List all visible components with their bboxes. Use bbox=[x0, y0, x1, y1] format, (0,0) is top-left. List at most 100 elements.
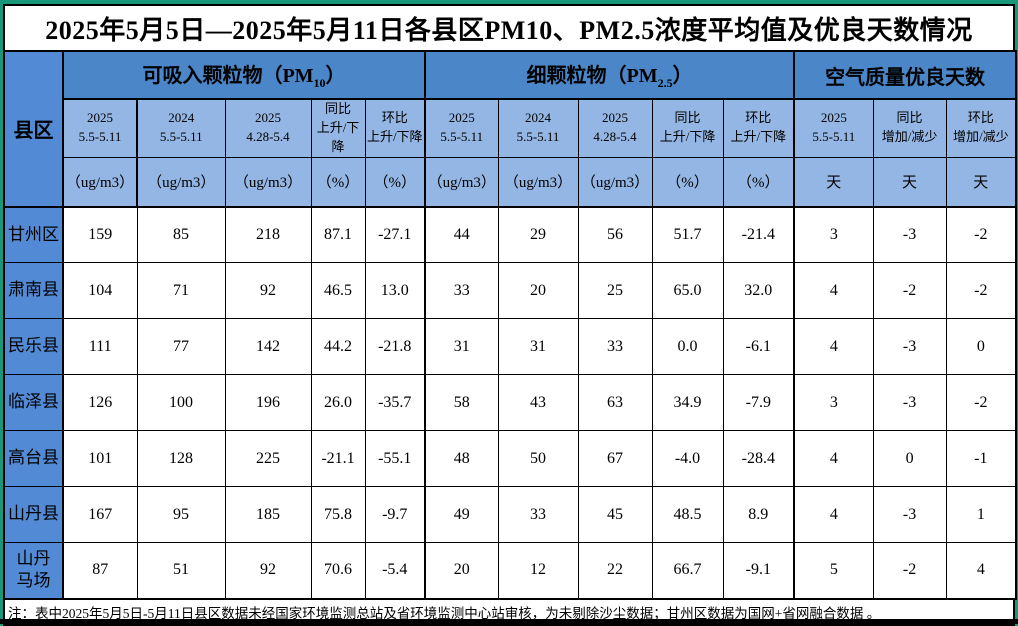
col-header: 2025 4.28-5.4 bbox=[224, 98, 312, 158]
cell: 71 bbox=[136, 262, 226, 320]
group-header-pm10: 可吸入颗粒物（PM10） bbox=[61, 50, 427, 100]
table-row-gaotai: 高台县 101 128 225 -21.1 -55.1 48 50 67 -4.… bbox=[3, 430, 1017, 488]
unit-cell: （ug/m3） bbox=[424, 156, 499, 208]
table-row-shandan-machang: 山丹 马场 87 51 92 70.6 -5.4 20 12 22 66.7 -… bbox=[3, 542, 1017, 600]
county-name: 肃南县 bbox=[3, 262, 64, 320]
table-row-linze: 临泽县 126 100 196 26.0 -35.7 58 43 63 34.9… bbox=[3, 374, 1017, 432]
cell: -55.1 bbox=[364, 430, 426, 488]
cell: 31 bbox=[497, 318, 579, 376]
pm10-label: 可吸入颗粒物（PM bbox=[142, 65, 314, 87]
unit-cell: （%） bbox=[722, 156, 795, 208]
county-name: 甘州区 bbox=[3, 206, 64, 264]
cell: 8.9 bbox=[722, 486, 795, 544]
cell: 101 bbox=[62, 430, 138, 488]
cell: 0 bbox=[945, 318, 1017, 376]
cell: -21.1 bbox=[310, 430, 366, 488]
cell: 142 bbox=[224, 318, 312, 376]
footnote-text: 注：表中2025年5月5日-5月11日县区数据未经国家环境监测总站及省环境监测中… bbox=[8, 605, 881, 621]
unit-cell: 天 bbox=[945, 156, 1017, 208]
cell: -21.4 bbox=[722, 206, 795, 264]
cell: -4.0 bbox=[651, 430, 724, 488]
col-header: 环比 上升/下降 bbox=[364, 98, 426, 158]
cell: -6.1 bbox=[722, 318, 795, 376]
col-header: 同比 上升/下降 bbox=[310, 98, 366, 158]
cell: 13.0 bbox=[364, 262, 426, 320]
cell: 4 bbox=[793, 262, 874, 320]
cell: 218 bbox=[224, 206, 312, 264]
pm25-subscript: 2.5 bbox=[657, 76, 673, 90]
col-header: 同比 上升/下降 bbox=[651, 98, 724, 158]
cell: -2 bbox=[945, 206, 1017, 264]
col-header: 环比 增加/减少 bbox=[945, 98, 1017, 158]
unit-cell: （ug/m3） bbox=[497, 156, 579, 208]
cell: 33 bbox=[424, 262, 499, 320]
cell: 50 bbox=[497, 430, 579, 488]
cell: 67 bbox=[577, 430, 653, 488]
cell: 70.6 bbox=[310, 542, 366, 600]
cell: 0 bbox=[872, 430, 947, 488]
cell: 95 bbox=[136, 486, 226, 544]
cell: 46.5 bbox=[310, 262, 366, 320]
county-name: 高台县 bbox=[3, 430, 64, 488]
good-days-label: 空气质量优良天数 bbox=[825, 66, 986, 89]
cell: 85 bbox=[136, 206, 226, 264]
cell: 75.8 bbox=[310, 486, 366, 544]
cell: 225 bbox=[224, 430, 312, 488]
pm25-label: 细颗粒物（PM bbox=[526, 65, 658, 87]
cell: 32.0 bbox=[722, 262, 795, 320]
county-name: 临泽县 bbox=[3, 374, 64, 432]
cell: -9.1 bbox=[722, 542, 795, 600]
col-header: 同比 增加/减少 bbox=[872, 98, 947, 158]
unit-cell: （%） bbox=[364, 156, 426, 208]
unit-cell: （%） bbox=[310, 156, 366, 208]
cell: 34.9 bbox=[651, 374, 724, 432]
cell: -28.4 bbox=[722, 430, 795, 488]
cell: 5 bbox=[793, 542, 874, 600]
cell: 65.0 bbox=[651, 262, 724, 320]
table-row-ganzhou: 甘州区 159 85 218 87.1 -27.1 44 29 56 51.7 … bbox=[3, 206, 1017, 264]
cell: 3 bbox=[793, 374, 874, 432]
county-name: 民乐县 bbox=[3, 318, 64, 376]
group-header-pm25: 细颗粒物（PM2.5） bbox=[424, 50, 796, 100]
cell: 48.5 bbox=[651, 486, 724, 544]
report-title-text: 2025年5月5日—2025年5月11日各县区PM10、PM2.5浓度平均值及优… bbox=[45, 15, 973, 45]
cell: 44.2 bbox=[310, 318, 366, 376]
pm10-label-close: ） bbox=[325, 65, 346, 87]
cell: 4 bbox=[793, 430, 874, 488]
col-header: 环比 上升/下降 bbox=[722, 98, 795, 158]
group-header-good-days: 空气质量优良天数 bbox=[793, 50, 1018, 100]
cell: -3 bbox=[872, 206, 947, 264]
group-header-row: 县区 可吸入颗粒物（PM10） 细颗粒物（PM2.5） 空气质量优良天数 bbox=[3, 50, 1018, 208]
unit-cell: （ug/m3） bbox=[577, 156, 653, 208]
cell: -27.1 bbox=[364, 206, 426, 264]
cell: 26.0 bbox=[310, 374, 366, 432]
col-header: 2025 5.5-5.11 bbox=[62, 98, 138, 158]
county-name: 山丹县 bbox=[3, 486, 64, 544]
cell: 126 bbox=[62, 374, 138, 432]
cell: 104 bbox=[62, 262, 138, 320]
unit-cell: （ug/m3） bbox=[62, 156, 138, 208]
cell: 167 bbox=[62, 486, 138, 544]
cell: -2 bbox=[945, 374, 1017, 432]
cell: -21.8 bbox=[364, 318, 426, 376]
cell: 159 bbox=[62, 206, 138, 264]
cell: -3 bbox=[872, 318, 947, 376]
cell: 4 bbox=[793, 486, 874, 544]
cell: 63 bbox=[577, 374, 653, 432]
cell: 92 bbox=[224, 262, 312, 320]
cell: -35.7 bbox=[364, 374, 426, 432]
cell: 185 bbox=[224, 486, 312, 544]
cell: 111 bbox=[62, 318, 138, 376]
cell: 87 bbox=[62, 542, 138, 600]
cell: -9.7 bbox=[364, 486, 426, 544]
cell: -7.9 bbox=[722, 374, 795, 432]
table-row-minle: 民乐县 111 77 142 44.2 -21.8 31 31 33 0.0 -… bbox=[3, 318, 1017, 376]
cell: 58 bbox=[424, 374, 499, 432]
cell: -1 bbox=[945, 430, 1017, 488]
pm25-label-close: ） bbox=[672, 65, 693, 87]
col-header: 2024 5.5-5.11 bbox=[497, 98, 579, 158]
cell: -2 bbox=[945, 262, 1017, 320]
cell: -2 bbox=[872, 542, 947, 600]
cell: 92 bbox=[224, 542, 312, 600]
